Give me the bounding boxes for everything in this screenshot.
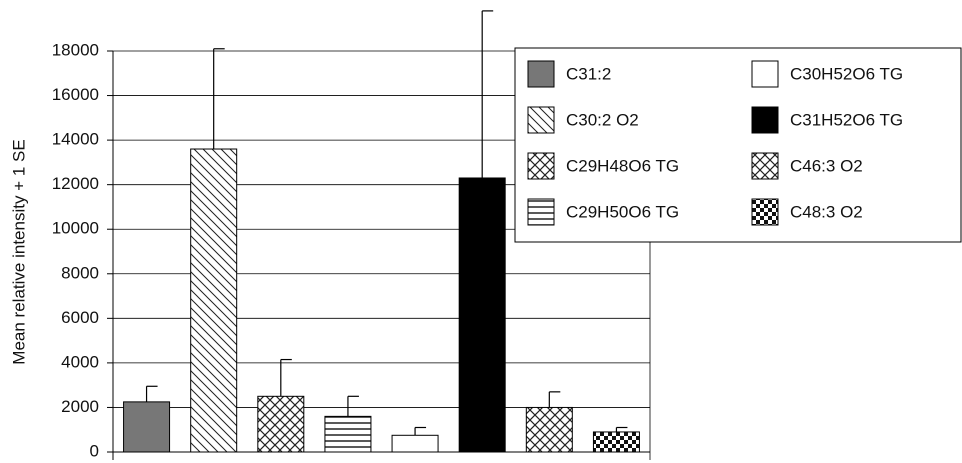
y-tick-label: 8000 — [61, 263, 99, 282]
legend-swatch — [527, 60, 555, 88]
legend-label: C30H52O6 TG — [790, 64, 903, 83]
legend-swatch — [527, 106, 555, 134]
y-tick-label: 18000 — [52, 40, 99, 59]
bar — [525, 406, 573, 453]
bar — [257, 395, 305, 453]
legend-swatch — [751, 152, 779, 180]
legend-label: C30:2 O2 — [566, 110, 639, 129]
legend-swatch — [751, 198, 779, 226]
bar — [324, 415, 372, 453]
legend-label: C31:2 — [566, 64, 611, 83]
legend-swatch — [527, 152, 555, 180]
y-tick-label: 0 — [90, 441, 99, 460]
y-tick-label: 2000 — [61, 397, 99, 416]
y-tick-label: 10000 — [52, 219, 99, 238]
legend-label: C29H50O6 TG — [566, 202, 679, 221]
legend-swatch — [751, 106, 779, 134]
y-tick-label: 4000 — [61, 352, 99, 371]
y-tick-label: 14000 — [52, 130, 99, 149]
legend-label: C48:3 O2 — [790, 202, 863, 221]
legend-box — [514, 47, 962, 243]
bar — [123, 401, 171, 453]
legend-label: C29H48O6 TG — [566, 156, 679, 175]
legend-swatch — [527, 198, 555, 226]
legend-swatch — [751, 60, 779, 88]
y-axis-label: Mean relative intensity + 1 SE — [9, 139, 28, 364]
y-tick-label: 16000 — [52, 85, 99, 104]
y-tick-label: 6000 — [61, 308, 99, 327]
bar — [592, 431, 640, 453]
bar — [458, 177, 506, 453]
legend-label: C31H52O6 TG — [790, 110, 903, 129]
y-tick-label: 12000 — [52, 174, 99, 193]
bar — [190, 148, 238, 453]
bar — [391, 434, 439, 453]
legend-label: C46:3 O2 — [790, 156, 863, 175]
